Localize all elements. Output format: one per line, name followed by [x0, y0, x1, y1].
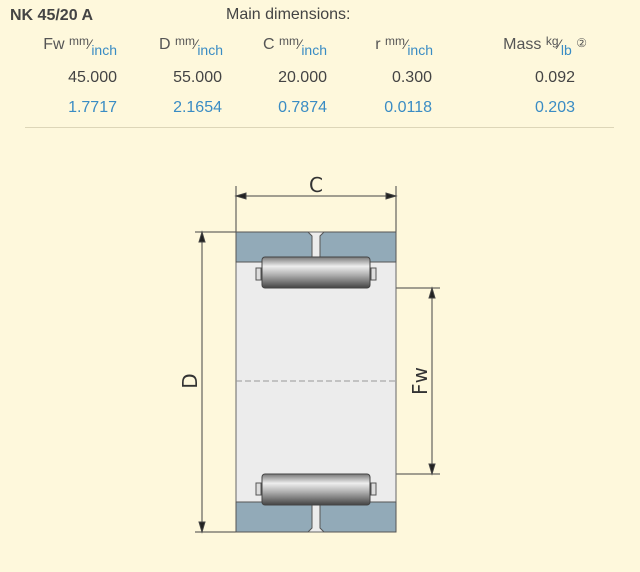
fw-inch: 1.7717 — [68, 99, 117, 116]
header-d: D mm⁄inch — [158, 34, 223, 58]
mass-kg: 0.092 — [534, 69, 575, 86]
d-inch: 2.1654 — [173, 99, 222, 116]
label-fw: Fw — [408, 367, 432, 395]
label-c: C — [309, 173, 323, 197]
label-d: D — [178, 373, 202, 388]
info-icon[interactable]: ② — [576, 36, 587, 50]
c-inch: 0.7874 — [278, 99, 327, 116]
header-mass: Mass kg⁄lb ② — [503, 34, 587, 58]
header-r: r mm⁄inch — [375, 34, 433, 58]
outer-ring-bottom — [235, 501, 397, 533]
header-fw: Fw mm⁄inch — [43, 34, 117, 58]
needle-roller-bottom — [261, 473, 371, 506]
c-mm: 20.000 — [278, 69, 327, 86]
d-mm: 55.000 — [173, 69, 222, 86]
r-mm: 0.300 — [391, 69, 432, 86]
product-title: NK 45/20 A — [10, 7, 93, 24]
section-title: Main dimensions: — [226, 6, 351, 23]
divider — [25, 127, 614, 128]
r-inch: 0.0118 — [384, 99, 432, 116]
outer-ring-top — [235, 231, 397, 263]
needle-roller-top — [261, 256, 371, 289]
mass-lb: 0.203 — [534, 99, 575, 116]
header-c: C mm⁄inch — [262, 34, 327, 58]
dimension-lines — [198, 192, 436, 534]
fw-mm: 45.000 — [68, 69, 117, 86]
